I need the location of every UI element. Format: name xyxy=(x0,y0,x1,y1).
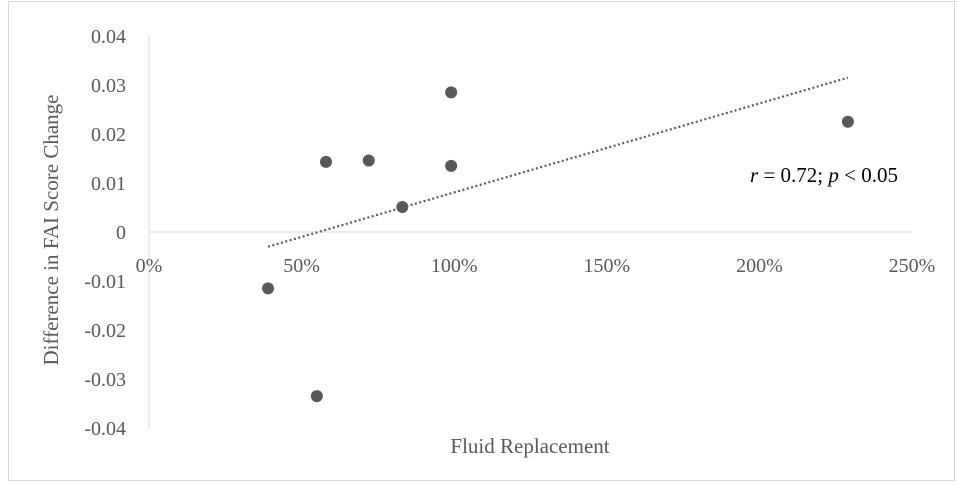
y-tick-labels: 0.04 0.03 0.02 0.01 0 -0.01 -0.02 -0.03 -0.04 xyxy=(84,26,126,440)
y-tick-label: 0.03 xyxy=(91,75,126,97)
y-tick-label: -0.03 xyxy=(84,369,126,391)
x-tick-labels: 0% 50% 100% 150% 200% 250% xyxy=(136,255,936,277)
x-tick-label: 50% xyxy=(283,255,320,277)
y-tick-label: -0.02 xyxy=(84,320,126,342)
x-tick-label: 250% xyxy=(889,255,936,277)
y-tick-label: -0.01 xyxy=(84,271,126,293)
data-points xyxy=(262,86,854,403)
data-point xyxy=(396,201,409,214)
y-tick-label: -0.04 xyxy=(84,418,126,440)
y-axis-title: Difference in FAI Score Change xyxy=(39,95,63,366)
trendline xyxy=(267,76,849,248)
chart-area xyxy=(8,1,955,481)
data-point xyxy=(310,390,323,403)
data-point xyxy=(262,282,275,295)
p-value: < 0.05 xyxy=(839,163,898,187)
y-tick-label: 0.04 xyxy=(91,26,126,48)
trendline-group xyxy=(267,76,849,248)
y-tick-label: 0.02 xyxy=(91,124,126,146)
data-point xyxy=(445,86,458,99)
p-symbol: p xyxy=(826,163,839,187)
x-tick-label: 0% xyxy=(136,255,163,277)
y-tick-label: 0 xyxy=(116,222,126,244)
data-point xyxy=(362,154,375,167)
data-point xyxy=(320,155,333,168)
data-point xyxy=(445,159,458,172)
r-symbol: r xyxy=(750,163,759,187)
y-tick-label: 0.01 xyxy=(91,173,126,195)
x-tick-label: 100% xyxy=(431,255,478,277)
x-axis-title: Fluid Replacement xyxy=(450,434,609,458)
x-tick-label: 150% xyxy=(583,255,630,277)
correlation-annotation: r = 0.72; p < 0.05 xyxy=(750,163,898,187)
x-tick-label: 200% xyxy=(736,255,783,277)
r-value: = 0.72; xyxy=(758,163,828,187)
data-point xyxy=(841,115,854,128)
axes xyxy=(148,36,912,428)
